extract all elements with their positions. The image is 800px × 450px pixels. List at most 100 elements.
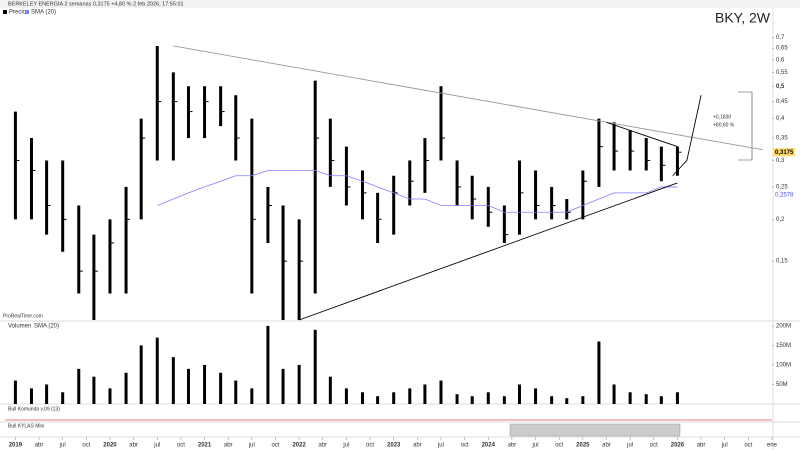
x-tick-label: 2022 xyxy=(292,443,306,449)
legend-swatch xyxy=(25,10,29,14)
x-tick-label: abr xyxy=(35,443,44,449)
volume-bar xyxy=(644,394,648,404)
volume-bar xyxy=(597,341,601,404)
volume-bar xyxy=(250,388,254,404)
volume-bar xyxy=(219,372,223,404)
volume-bar xyxy=(628,392,632,404)
volume-bar xyxy=(77,368,81,404)
x-tick-label: oct xyxy=(271,443,279,449)
x-tick-label: 2021 xyxy=(198,443,212,449)
x-tick-label: jul xyxy=(437,443,444,449)
x-tick-label: 2026 xyxy=(671,443,685,449)
x-tick-label: abr xyxy=(129,443,138,449)
y-tick-label: 0,35 xyxy=(776,136,788,142)
y-tick-label: 0,45 xyxy=(776,99,788,105)
x-tick-label: oct xyxy=(177,443,185,449)
indicator-label: Bull KYLAS Mini xyxy=(8,423,44,429)
volume-bar xyxy=(297,364,301,404)
v-tick-label: 100M xyxy=(776,363,791,369)
volume-bar xyxy=(92,376,96,404)
indicator-label: Bull Komunda v.09 (13) xyxy=(8,406,60,412)
x-tick-label: 2020 xyxy=(103,443,117,449)
volume-bar xyxy=(61,392,65,404)
volume-bar xyxy=(313,329,317,404)
x-tick-label: jul xyxy=(342,443,349,449)
trendline xyxy=(298,182,678,321)
volume-bar xyxy=(29,388,33,404)
watermark: ProRealTime.com xyxy=(3,313,43,319)
y-tick-label: 0,7 xyxy=(776,35,785,41)
x-tick-label: jul xyxy=(153,443,160,449)
x-tick-label: 2023 xyxy=(387,443,401,449)
volume-bar xyxy=(423,384,427,404)
sma-line xyxy=(157,170,678,213)
volume-bar xyxy=(675,392,679,404)
y-tick-label: 0,15 xyxy=(776,259,788,265)
last-price-box xyxy=(773,148,795,157)
volume-bar xyxy=(266,325,270,404)
header: BERKELEY ENERGIA 2 semanas 0,3175 +4,80 … xyxy=(8,1,184,7)
trendline xyxy=(672,95,702,177)
header-bar xyxy=(0,0,800,8)
v-tick-label: 150M xyxy=(776,343,791,349)
x-tick-label: jul xyxy=(721,443,728,449)
volume-bar xyxy=(612,384,616,404)
volume-bar xyxy=(139,345,143,404)
y-tick-label: 0,4 xyxy=(776,116,785,122)
annotation: +80,60 % xyxy=(713,122,735,128)
volume-bar xyxy=(392,392,396,404)
volume-bar xyxy=(281,368,285,404)
volume-legend: Volumen xyxy=(8,324,31,330)
volume-bar xyxy=(171,357,175,404)
trendline xyxy=(173,45,763,151)
x-tick-label: abr xyxy=(697,443,706,449)
volume-bar xyxy=(439,380,443,404)
volume-bar xyxy=(486,392,490,404)
v-tick-label: 50M xyxy=(776,382,788,388)
volume-bar xyxy=(455,394,459,404)
volume-bar xyxy=(581,396,585,404)
volume-bar xyxy=(360,392,364,404)
bracket xyxy=(738,91,753,161)
volume-bar xyxy=(517,384,521,404)
volume-bar xyxy=(13,380,17,404)
y-tick-label: 0,5 xyxy=(776,84,785,90)
volume-bar xyxy=(376,396,380,404)
volume-bar xyxy=(203,364,207,404)
x-tick-label: abr xyxy=(413,443,422,449)
sma-label: 0,2578 xyxy=(775,193,794,199)
volume-bar xyxy=(344,388,348,404)
volume-bar xyxy=(408,388,412,404)
x-tick-label: 2024 xyxy=(482,443,496,449)
legend-label: Precio xyxy=(9,10,27,16)
volume-bar xyxy=(534,388,538,404)
symbol: BKY, 2W xyxy=(715,10,771,26)
volume-bar xyxy=(45,384,49,404)
y-tick-label: 0,3 xyxy=(776,158,785,164)
volume-bar xyxy=(108,388,112,404)
y-tick-label: 0,65 xyxy=(776,46,788,52)
annotation: +0,1830 xyxy=(713,114,731,120)
x-tick-label: ene xyxy=(767,443,778,449)
x-tick-label: oct xyxy=(555,443,563,449)
volume-bar xyxy=(550,396,554,404)
last-price-label: 0,3175 xyxy=(775,150,794,156)
trendline xyxy=(606,121,678,148)
x-tick-label: abr xyxy=(224,443,233,449)
x-tick-label: jul xyxy=(248,443,255,449)
x-tick-label: 2025 xyxy=(576,443,590,449)
x-tick-label: oct xyxy=(366,443,374,449)
x-tick-label: oct xyxy=(82,443,90,449)
v-tick-label: 200M xyxy=(776,323,791,329)
x-tick-label: oct xyxy=(461,443,469,449)
x-tick-label: abr xyxy=(508,443,517,449)
volume-bar xyxy=(328,376,332,404)
y-tick-label: 0,25 xyxy=(776,185,788,191)
x-tick-label: jul xyxy=(59,443,66,449)
volume-bar xyxy=(124,372,128,404)
volume-legend: SMA (20) xyxy=(34,324,59,330)
y-tick-label: 0,2 xyxy=(776,217,785,223)
x-tick-label: abr xyxy=(318,443,327,449)
